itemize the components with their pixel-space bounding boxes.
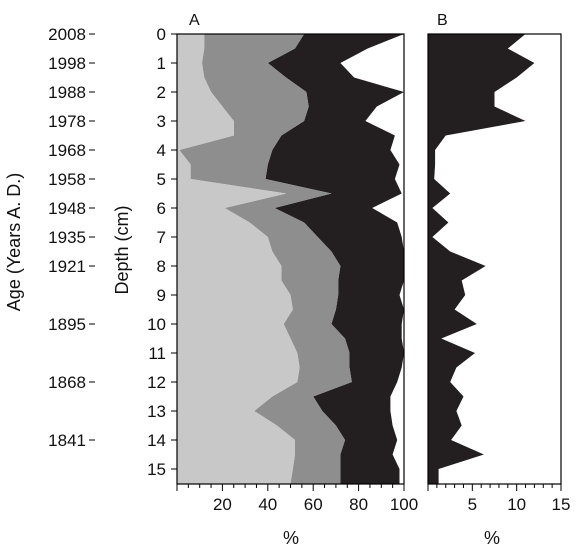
- panel-b: 5 10 15 B %: [427, 12, 571, 548]
- age-axis-label: Age (Years A. D.): [4, 173, 24, 311]
- panel-b-x-tick-label: 10: [507, 495, 526, 514]
- panel-b-x-tick-label: 15: [552, 495, 571, 514]
- age-tick-label: 1841: [48, 431, 86, 450]
- panel-b-x-axis-label: %: [484, 528, 500, 548]
- depth-tick-label: 6: [157, 199, 166, 218]
- depth-tick-label: 0: [157, 25, 166, 44]
- depth-tick-label: 4: [157, 141, 166, 160]
- age-tick-label: 1968: [48, 141, 86, 160]
- panel-a-x-tick-label: 60: [304, 495, 323, 514]
- panel-b-area: [428, 34, 535, 484]
- depth-tick-label: 5: [157, 170, 166, 189]
- depth-tick-label: 10: [147, 315, 166, 334]
- depth-tick-label: 9: [157, 286, 166, 305]
- age-tick-label: 1935: [48, 228, 86, 247]
- age-tick-label: 1998: [48, 54, 86, 73]
- panel-a-x-axis: 20 40 60 80 100: [176, 484, 418, 514]
- depth-tick-label: 14: [147, 431, 166, 450]
- panel-a-area-band-1: [177, 34, 300, 484]
- depth-tick-label: 13: [147, 402, 166, 421]
- panel-b-x-tick-label: 5: [468, 495, 477, 514]
- depth-tick-label: 12: [147, 373, 166, 392]
- depth-tick-label: 1: [157, 54, 166, 73]
- age-tick-label: 1948: [48, 199, 86, 218]
- panel-a-stacked-areas: [177, 34, 404, 484]
- age-tick-label: 1978: [48, 112, 86, 131]
- depth-tick-label: 2: [157, 83, 166, 102]
- panel-a-x-tick-label: 80: [349, 495, 368, 514]
- panel-b-x-axis: 5 10 15: [427, 484, 571, 514]
- age-axis: 2008 1998 1988 1978 1968 1958 1948 1935 1921 1895…: [4, 25, 95, 450]
- panel-b-frame: [427, 33, 562, 485]
- depth-tick-label: 3: [157, 112, 166, 131]
- age-tick-label: 2008: [48, 25, 86, 44]
- panel-a-area-band-2: [179, 34, 352, 484]
- depth-tick-label: 11: [148, 344, 166, 363]
- panel-a-x-tick-label: 20: [213, 495, 232, 514]
- panel-a-label: A: [189, 12, 200, 29]
- age-axis-ticks: 2008 1998 1988 1978 1968 1958 1948 1935 1921 1895…: [48, 25, 95, 450]
- age-tick-label: 1988: [48, 83, 86, 102]
- depth-axis-label: Depth (cm): [112, 205, 132, 294]
- panel-a-x-axis-label: %: [283, 528, 299, 548]
- panel-a-area-band-3: [265, 34, 404, 484]
- panel-a-x-tick-label: 100: [390, 495, 418, 514]
- age-tick-label: 1921: [48, 257, 86, 276]
- age-tick-label: 1868: [48, 373, 86, 392]
- panel-a-x-tick-label: 40: [258, 495, 277, 514]
- depth-tick-label: 15: [147, 460, 166, 479]
- age-tick-label: 1895: [48, 315, 86, 334]
- depth-tick-label: 8: [157, 257, 166, 276]
- depth-tick-label: 7: [157, 228, 166, 247]
- panel-b-label: B: [437, 12, 448, 29]
- age-tick-label: 1958: [48, 170, 86, 189]
- panel-b-area-band: [428, 34, 535, 484]
